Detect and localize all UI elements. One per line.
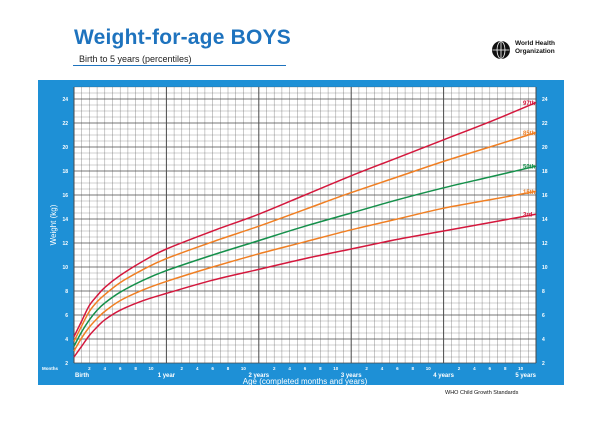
x-month-tick-label: 4 xyxy=(104,366,107,371)
x-month-tick-label: 6 xyxy=(211,366,214,371)
x-month-tick-label: 6 xyxy=(304,366,307,371)
y-tick-label: 18 xyxy=(62,169,68,175)
x-month-tick-label: 10 xyxy=(518,366,524,371)
y-tick-label: 10 xyxy=(62,265,68,271)
y-tick-label-right: 16 xyxy=(542,193,548,199)
y-tick-label-right: 18 xyxy=(542,169,548,175)
x-month-tick-label: 2 xyxy=(458,366,461,371)
y-tick-label-right: 2 xyxy=(542,361,545,367)
x-year-label: 2 years xyxy=(248,373,269,379)
who-emblem-icon xyxy=(492,41,510,59)
y-tick-label: 4 xyxy=(65,337,68,343)
y-tick-label: 6 xyxy=(65,313,68,319)
series-label-85th: 85th xyxy=(523,131,536,137)
y-tick-label: 24 xyxy=(62,97,68,103)
x-year-label: 4 years xyxy=(433,373,454,379)
y-tick-label: 12 xyxy=(62,241,68,247)
x-month-tick-label: 2 xyxy=(273,366,276,371)
months-label: Months xyxy=(42,366,58,371)
x-month-tick-label: 10 xyxy=(241,366,247,371)
x-month-tick-label: 6 xyxy=(489,366,492,371)
x-month-tick-label: 4 xyxy=(473,366,476,371)
y-tick-label-right: 14 xyxy=(542,217,548,223)
series-line-50th xyxy=(73,165,537,347)
x-month-tick-label: 2 xyxy=(181,366,184,371)
y-tick-label: 14 xyxy=(62,217,68,223)
y-tick-label-right: 4 xyxy=(542,337,545,343)
series-lines xyxy=(73,101,537,358)
source-credit: WHO Child Growth Standards xyxy=(445,390,519,396)
y-tick-label: 22 xyxy=(62,121,68,127)
series-label-15th: 15th xyxy=(523,190,536,196)
x-month-tick-label: 4 xyxy=(381,366,384,371)
x-month-tick-label: 8 xyxy=(227,366,230,371)
grid-lines xyxy=(73,86,537,364)
y-tick-label: 20 xyxy=(62,145,68,151)
y-tick-label-right: 6 xyxy=(542,313,545,319)
x-month-tick-label: 8 xyxy=(504,366,507,371)
x-month-tick-label: 8 xyxy=(134,366,137,371)
x-axis-title: Age (completed months and years) xyxy=(243,377,368,385)
series-label-97th: 97th xyxy=(523,101,536,107)
y-tick-label-right: 12 xyxy=(542,241,548,247)
x-month-tick-label: 10 xyxy=(148,366,154,371)
y-tick-label-right: 24 xyxy=(542,97,548,103)
y-tick-label-right: 8 xyxy=(542,289,545,295)
series-line-15th xyxy=(73,190,537,352)
x-month-tick-label: 6 xyxy=(119,366,122,371)
x-month-tick-label: 8 xyxy=(319,366,322,371)
y-tick-label: 8 xyxy=(65,289,68,295)
series-label-50th: 50th xyxy=(523,165,536,171)
y-tick-label-right: 10 xyxy=(542,265,548,271)
x-month-tick-label: 2 xyxy=(88,366,91,371)
x-month-tick-label: 4 xyxy=(196,366,199,371)
x-year-label: Birth xyxy=(75,373,89,379)
series-line-3rd xyxy=(73,213,537,358)
who-logo-text: World Health Organization xyxy=(515,40,555,56)
who-logo-line1: World Health xyxy=(515,40,555,47)
x-month-tick-label: 10 xyxy=(426,366,432,371)
series-label-3rd: 3rd xyxy=(523,213,533,219)
x-year-label: 5 years xyxy=(515,373,536,379)
x-year-label: 3 years xyxy=(341,373,362,379)
y-tick-label: 16 xyxy=(62,193,68,199)
x-year-label: 1 year xyxy=(158,373,176,379)
who-logo-line2: Organization xyxy=(515,48,555,55)
x-month-tick-label: 10 xyxy=(333,366,339,371)
y-tick-label-right: 20 xyxy=(542,145,548,151)
series-line-85th xyxy=(73,131,537,342)
title-underline xyxy=(73,65,286,66)
x-month-tick-label: 8 xyxy=(412,366,415,371)
x-month-tick-label: 6 xyxy=(396,366,399,371)
x-month-tick-label: 4 xyxy=(288,366,291,371)
series-line-97th xyxy=(73,101,537,337)
y-tick-label-right: 22 xyxy=(542,121,548,127)
chart-subtitle: Birth to 5 years (percentiles) xyxy=(79,54,192,64)
y-axis-title: Weight (kg) xyxy=(49,204,58,245)
x-month-tick-label: 2 xyxy=(365,366,368,371)
y-tick-label: 2 xyxy=(65,361,68,367)
chart-title: Weight-for-age BOYS xyxy=(74,26,291,49)
